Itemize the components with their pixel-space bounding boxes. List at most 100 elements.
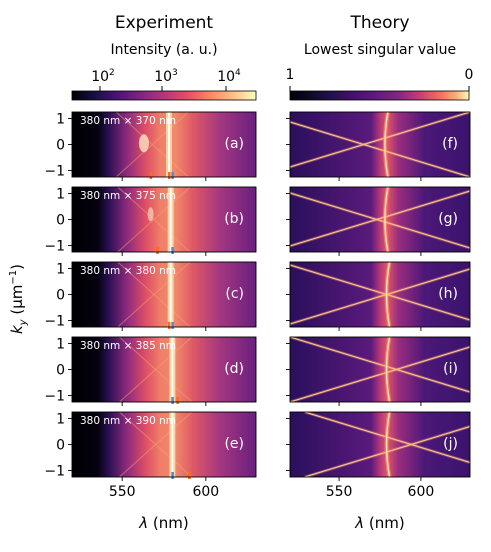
panel-letter: (f)	[442, 136, 458, 152]
dispersion-line	[117, 187, 191, 252]
experiment-title: Experiment	[115, 13, 214, 33]
panel-background	[290, 187, 470, 252]
marker-orange	[168, 172, 171, 179]
panel-letter: (g)	[438, 211, 458, 227]
panel-c: (c) 380 nm × 380 nm 1 0 −1	[44, 262, 257, 331]
bright-line-core	[171, 412, 174, 477]
panel-j: (j) 550 600	[286, 411, 471, 500]
panel-background	[72, 262, 256, 327]
y-tick-label: 0	[56, 363, 65, 379]
dispersion-line	[304, 425, 470, 477]
panel-background	[290, 112, 470, 177]
marker-orange	[156, 247, 159, 254]
experiment-colorbar: 102 103 104	[71, 68, 257, 101]
panel-i: (i)	[286, 336, 471, 406]
dispersion-line	[119, 412, 193, 477]
bright-spot	[147, 207, 154, 222]
bright-line-core	[169, 262, 172, 327]
panel-d: (d) 380 nm × 385 nm 1 0 −1	[44, 337, 257, 406]
y-tick-label: 1	[56, 337, 65, 353]
bright-spot	[138, 134, 149, 153]
vertical-mode-line	[384, 112, 389, 177]
panel-a: (a) 380 nm × 370 nm 1 0 −1	[44, 112, 257, 181]
bright-line-core	[168, 112, 171, 177]
panel-f: (f)	[286, 111, 471, 181]
dispersion-line	[117, 262, 191, 327]
dispersion-line	[117, 187, 191, 252]
y-tick-label: 1	[56, 412, 65, 428]
panel-background	[72, 337, 256, 402]
y-tick-label: 1	[56, 187, 65, 203]
panel-b: (b) 380 nm × 375 nm 1 0 −1	[44, 187, 257, 256]
panel-size-label: 380 nm × 385 nm	[80, 340, 176, 352]
experiment-colorbar-tick-label: 102	[91, 68, 115, 85]
panel-background	[290, 337, 470, 402]
y-axis-label: ky (μm−1)	[8, 264, 29, 334]
panel-letter: (e)	[224, 436, 244, 452]
panel-background	[72, 187, 256, 252]
theory-colorbar-tick-label: 0	[465, 67, 474, 83]
y-tick-label: 1	[56, 112, 65, 128]
y-tick-label: 0	[56, 438, 65, 454]
bright-line-core	[169, 187, 172, 252]
panel-h: (h)	[286, 261, 471, 331]
y-tick-label: −1	[44, 464, 65, 480]
x-tick-label: 550	[109, 484, 136, 500]
panel-letter: (j)	[443, 436, 458, 452]
panel-g: (g)	[286, 186, 471, 256]
panel-size-label: 380 nm × 390 nm	[80, 415, 176, 427]
vertical-mode-line	[385, 262, 391, 327]
x-axis-label-theory: λ (nm)	[354, 514, 404, 532]
experiment-colorbar-tick-label: 103	[154, 68, 178, 85]
panel-background	[290, 412, 470, 477]
vertical-mode-line	[385, 337, 391, 402]
dispersion-line	[115, 112, 189, 177]
dispersion-line	[117, 262, 191, 327]
panel-background	[72, 412, 256, 477]
panel-background	[290, 262, 470, 327]
dispersion-line	[290, 112, 470, 168]
x-tick-label: 550	[326, 484, 353, 500]
theory-colorbar-label: Lowest singular value	[304, 42, 456, 58]
marker-blue	[171, 247, 174, 254]
panel-letter: (c)	[225, 286, 244, 302]
theory-colorbar: 1 0	[286, 67, 474, 101]
y-tick-label: −1	[44, 314, 65, 330]
y-tick-label: −1	[44, 389, 65, 405]
panel-letter: (a)	[224, 136, 244, 152]
marker-orange	[149, 172, 153, 179]
marker-orange	[188, 472, 191, 479]
y-tick-label: −1	[44, 239, 65, 255]
theory-colorbar-tick-label: 1	[286, 67, 295, 83]
dispersion-line	[290, 346, 470, 402]
vertical-mode-line	[385, 412, 391, 477]
marker-orange	[168, 322, 171, 329]
y-tick-label: 0	[56, 138, 65, 154]
x-tick-label: 600	[408, 484, 435, 500]
dispersion-line	[115, 112, 189, 177]
marker-blue	[171, 397, 174, 404]
dispersion-line	[290, 190, 470, 247]
dispersion-line	[119, 337, 193, 402]
marker-blue	[171, 172, 174, 179]
panel-letter: (h)	[438, 286, 458, 302]
panel-size-label: 380 nm × 370 nm	[80, 115, 176, 127]
vertical-mode-line	[384, 187, 389, 252]
panel-size-label: 380 nm × 375 nm	[80, 190, 176, 202]
experiment-colorbar-label: Intensity (a. u.)	[110, 42, 217, 58]
y-tick-label: 1	[56, 262, 65, 278]
x-axis-label-experiment: λ (nm)	[138, 514, 188, 532]
bright-line-core	[171, 337, 174, 402]
y-tick-label: 0	[56, 288, 65, 304]
marker-orange	[176, 397, 179, 404]
panel-letter: (i)	[443, 361, 458, 377]
marker-blue	[171, 472, 174, 479]
panel-letter: (b)	[224, 211, 244, 227]
experiment-colorbar-tick-label: 104	[217, 68, 241, 85]
panel-letter: (d)	[224, 361, 244, 377]
marker-blue	[171, 322, 174, 329]
panel-size-label: 380 nm × 380 nm	[80, 265, 176, 277]
y-tick-label: 0	[56, 213, 65, 229]
panel-background	[72, 112, 256, 177]
